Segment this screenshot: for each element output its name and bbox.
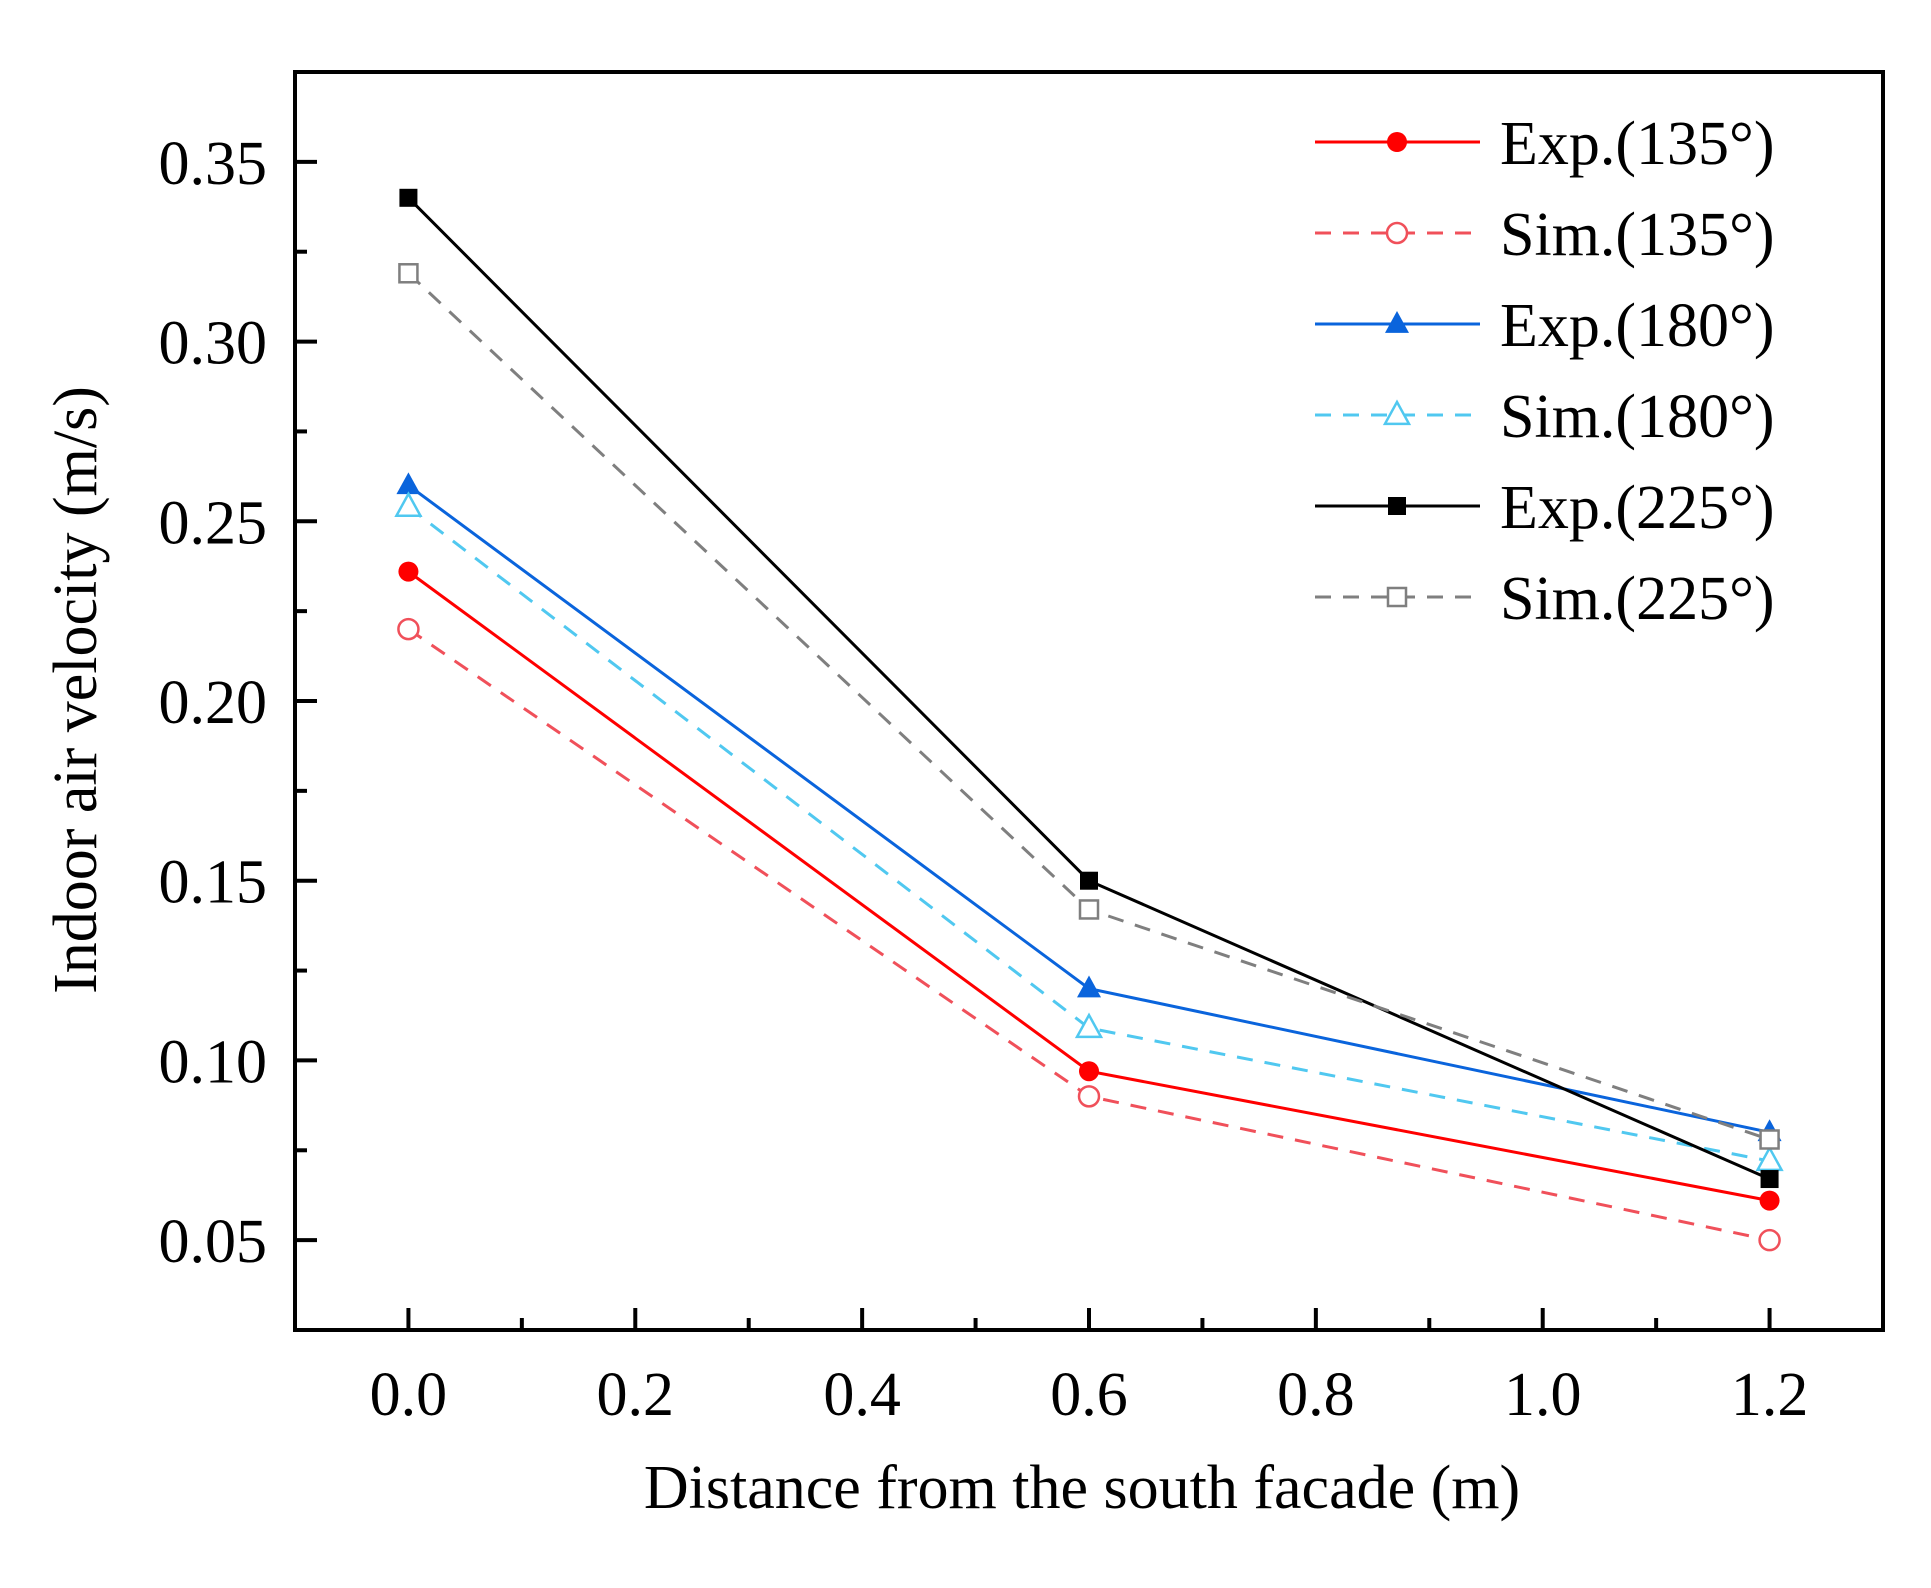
data-point bbox=[1760, 1170, 1779, 1189]
data-point bbox=[1077, 1085, 1101, 1108]
legend-item: Exp.(225°) bbox=[1315, 474, 1774, 542]
legend-item: Sim.(225°) bbox=[1315, 565, 1775, 633]
series-0 bbox=[398, 561, 1780, 1211]
x-tick-label: 0.2 bbox=[597, 1361, 675, 1429]
legend: Exp.(135°) Sim.(135°) Exp.(180°) Sim.(180°)… bbox=[1315, 110, 1775, 633]
y-tick-label: 0.30 bbox=[159, 310, 268, 378]
data-point bbox=[1758, 1228, 1781, 1252]
legend-label: Sim.(180°) bbox=[1500, 383, 1775, 451]
x-axis-label: Distance from the south facade (m) bbox=[644, 1454, 1520, 1522]
data-point bbox=[396, 472, 421, 495]
data-point bbox=[397, 617, 420, 641]
data-point bbox=[398, 561, 419, 582]
data-point bbox=[1077, 975, 1101, 998]
legend-label: Exp.(225°) bbox=[1500, 474, 1774, 542]
legend-marker bbox=[1385, 221, 1409, 245]
legend-label: Exp.(135°) bbox=[1500, 110, 1774, 178]
series-3 bbox=[394, 491, 1784, 1172]
legend-item: Exp.(135°) bbox=[1315, 110, 1774, 178]
plot-layer: 0.0 0.2 0.4 0.6 0.8 1.0 1.2 0.05 0.10 0.15 0.20 0.2… bbox=[159, 70, 1885, 1429]
y-tick-label: 0.20 bbox=[159, 669, 268, 737]
series-line bbox=[407, 505, 1770, 1163]
series-5 bbox=[398, 263, 1780, 1150]
legend-item: Exp.(180°) bbox=[1315, 292, 1774, 360]
series-1 bbox=[397, 617, 1781, 1252]
data-point bbox=[1755, 1145, 1784, 1172]
data-point bbox=[1080, 871, 1098, 890]
y-tick-label: 0.05 bbox=[159, 1208, 268, 1276]
x-tick-label: 1.2 bbox=[1731, 1361, 1809, 1429]
y-axis-label: Indoor air velocity (m/s) bbox=[42, 386, 110, 994]
data-point bbox=[394, 491, 423, 517]
legend-label: Exp.(180°) bbox=[1500, 292, 1774, 360]
legend-item: Sim.(180°) bbox=[1315, 383, 1775, 451]
x-tick-label: 0.4 bbox=[823, 1361, 901, 1429]
legend-marker bbox=[1386, 586, 1408, 608]
y-tick-label: 0.10 bbox=[159, 1028, 268, 1096]
legend-label: Sim.(135°) bbox=[1500, 201, 1775, 269]
x-tick-label: 0.6 bbox=[1050, 1361, 1128, 1429]
y-tick-label: 0.15 bbox=[159, 849, 268, 917]
data-point bbox=[1079, 1061, 1099, 1082]
data-point bbox=[399, 188, 418, 207]
data-point bbox=[1759, 1190, 1780, 1211]
y-tick-label: 0.35 bbox=[159, 130, 268, 198]
data-point bbox=[1074, 1012, 1104, 1039]
data-point bbox=[398, 263, 419, 284]
y-tick-label: 0.25 bbox=[159, 489, 268, 557]
legend-item: Sim.(135°) bbox=[1315, 201, 1775, 269]
x-tick-label: 1.0 bbox=[1504, 1361, 1582, 1429]
data-point bbox=[1078, 899, 1100, 920]
data-point bbox=[1759, 1129, 1780, 1150]
x-tick-label: 0.0 bbox=[370, 1361, 448, 1429]
legend-marker bbox=[1382, 399, 1412, 426]
x-tick-label: 0.8 bbox=[1277, 1361, 1355, 1429]
series-4 bbox=[399, 188, 1779, 1189]
legend-marker bbox=[1387, 132, 1407, 152]
legend-marker bbox=[1385, 310, 1409, 333]
legend-marker bbox=[1388, 497, 1406, 515]
legend-label: Sim.(225°) bbox=[1500, 565, 1775, 633]
